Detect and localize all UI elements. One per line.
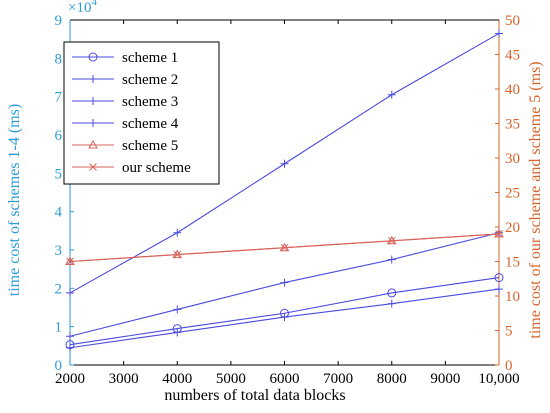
legend-label: scheme 2 [122,72,178,88]
legend-label: our scheme [122,160,191,176]
left-tick-label: 1 [55,320,63,336]
legend-entry: our scheme [72,160,191,176]
legend-entry: scheme 3 [72,94,178,110]
data-point [280,243,289,252]
left-multiplier-exponent: 4 [91,0,97,8]
data-point [495,230,503,238]
right-tick-label: 15 [505,255,520,271]
series-layer [65,29,504,352]
right-tick-label: 50 [505,13,520,29]
x-axis: 2000 3000 4000 5000 6000 7000 8000 9000 10,000 [55,20,520,387]
data-point [66,343,74,352]
x-tick-label: 8000 [377,371,407,387]
left-multiplier-label: ×104 [68,0,97,16]
legend-marker [89,163,97,171]
legend-entry: scheme 2 [72,72,178,88]
right-tick-label: 0 [505,358,513,374]
legend-entry: scheme 1 [72,50,178,66]
data-point [66,257,74,266]
right-y-axis-label: time cost of our scheme and scheme 5 (ms… [527,61,544,338]
data-point [280,313,289,322]
data-point [66,288,74,297]
legend: scheme 1 scheme 2 scheme 3 scheme 4 scheme 5… [63,41,220,185]
legend-marker [89,75,97,83]
series-our-scheme [66,230,503,266]
right-tick-label: 40 [505,82,520,98]
right-y-axis: 0 5 10 15 20 25 30 35 40 45 50 [495,13,520,374]
x-tick-label: 6000 [270,371,300,387]
right-tick-label: 25 [505,186,520,202]
data-point [387,236,396,245]
right-tick-label: 20 [505,220,520,236]
x-tick-label: 7000 [323,371,353,387]
left-tick-label: 5 [55,166,63,182]
x-tick-label: 9000 [430,371,460,387]
legend-label: scheme 1 [122,50,178,66]
right-tick-label: 30 [505,151,520,167]
data-point [387,299,396,308]
left-tick-label: 4 [55,205,63,221]
left-tick-label: 0 [55,358,63,374]
data-point [495,29,503,38]
legend-marker [89,119,97,127]
data-point [173,328,182,337]
x-tick-label: 4000 [162,371,192,387]
data-point [280,159,289,168]
legend-marker [89,97,97,105]
series-scheme-4 [66,285,503,352]
data-point [173,228,182,237]
legend-entry: scheme 4 [72,116,179,132]
left-tick-label: 2 [55,281,63,297]
legend-entry: scheme 5 [72,138,178,154]
data-point [173,250,182,259]
legend-label: scheme 5 [122,138,178,154]
legend-marker [88,52,98,62]
data-point [387,90,396,99]
series-scheme-2 [66,29,503,297]
right-tick-label: 5 [505,324,513,340]
left-tick-label: 6 [55,128,63,144]
x-tick-label: 5000 [216,371,246,387]
data-point [173,305,182,314]
x-tick-label: 10,000 [478,371,519,387]
data-point [495,285,503,294]
x-axis-label: numbers of total data blocks [164,387,345,404]
legend-marker [88,139,98,149]
x-tick-label: 2000 [55,371,85,387]
data-point [387,255,396,264]
right-tick-label: 10 [505,289,520,305]
legend-label: scheme 3 [122,94,178,110]
data-point [280,278,289,287]
legend-label: scheme 4 [122,116,179,132]
left-y-axis-label: time cost of schemes 1-4 (ms) [6,104,23,296]
data-point [387,288,397,298]
data-point [494,228,504,238]
data-point [494,273,504,283]
left-tick-label: 3 [55,243,63,259]
legend-box [63,41,220,185]
right-tick-label: 45 [505,48,520,64]
left-tick-label: 7 [55,90,63,106]
x-tick-label: 3000 [109,371,139,387]
left-tick-label: 8 [55,51,63,67]
left-tick-label: 9 [55,13,63,29]
right-tick-label: 35 [505,117,520,133]
data-point [66,332,74,341]
